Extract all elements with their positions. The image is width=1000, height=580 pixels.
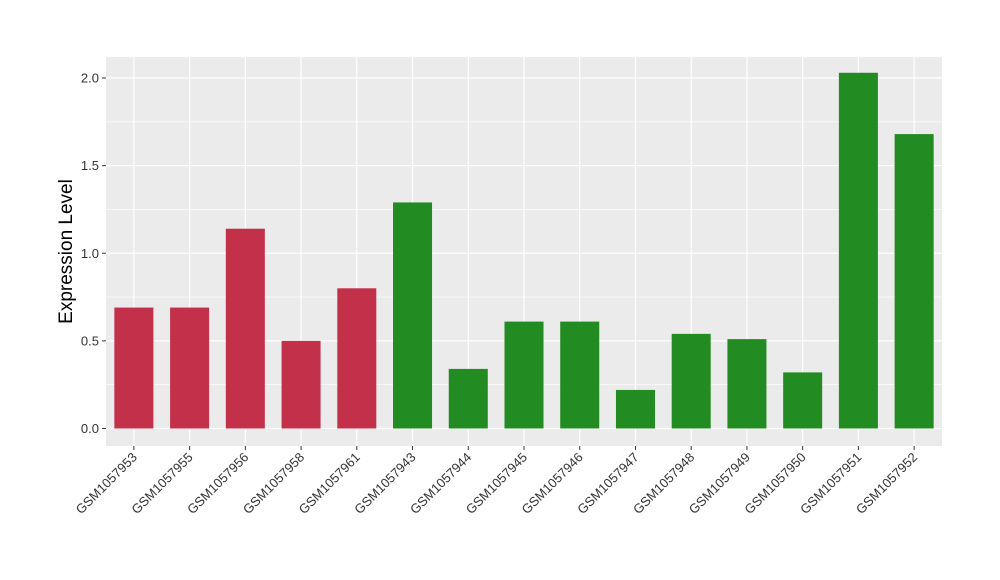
y-tick-label: 0.5 [81,333,99,348]
y-axis-title: Expression Level [56,179,77,324]
bar-GSM1057952 [894,134,934,429]
y-axis: 0.0 0.5 1.0 1.5 2.0 [81,71,106,436]
bar-GSM1057945 [504,321,544,429]
y-tick-label: 2.0 [81,71,99,86]
bar-GSM1057949 [727,339,767,429]
bar-GSM1057950 [783,372,823,429]
bar-GSM1057955 [170,307,210,429]
y-tick-label: 1.0 [81,246,99,261]
bar-GSM1057961 [337,288,377,429]
bar-GSM1057946 [560,321,600,429]
bar-GSM1057953 [114,307,154,429]
bar-GSM1057947 [615,389,655,429]
y-tick-label: 1.5 [81,158,99,173]
y-tick-label: 0.0 [81,421,99,436]
bar-GSM1057958 [281,340,321,429]
bar-GSM1057948 [671,333,711,429]
bar-GSM1057943 [393,202,433,429]
bars [114,72,934,429]
x-axis: GSM1057953GSM1057955GSM1057956GSM1057958… [73,446,920,517]
bar-GSM1057951 [838,72,878,429]
bar-GSM1057944 [448,368,488,429]
bar-GSM1057956 [225,228,265,429]
